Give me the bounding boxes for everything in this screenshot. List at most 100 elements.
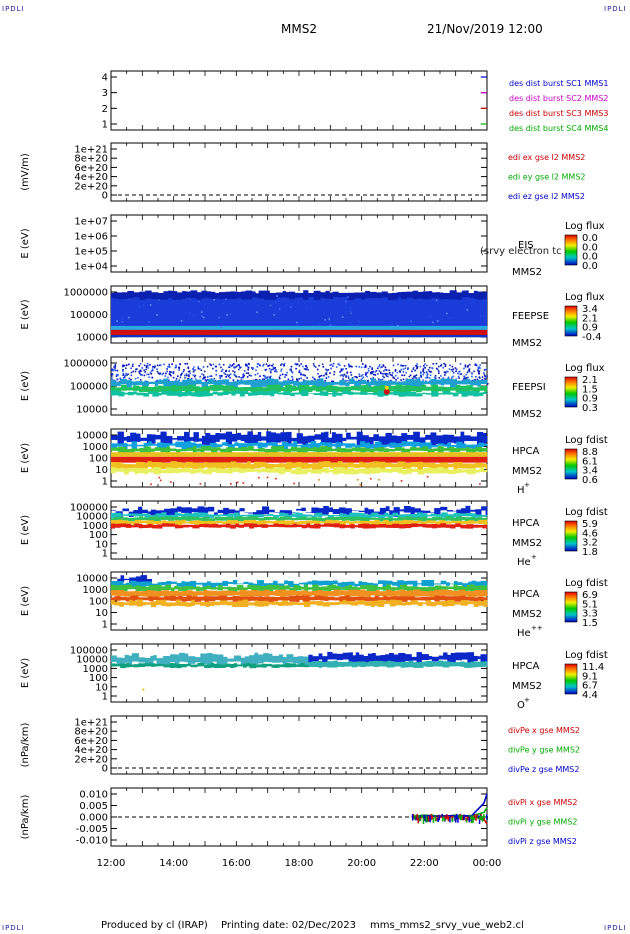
- species-label: O: [517, 700, 525, 711]
- divpi-noise-mark: [478, 816, 481, 820]
- divpi-noise-mark: [446, 814, 448, 820]
- colorbar-tick-label: 1.5: [582, 384, 598, 395]
- colorbar-tick-label: 2.1: [582, 313, 598, 324]
- colorbar-gradient: [564, 448, 578, 480]
- instrument-label: FEEPSE: [512, 311, 549, 322]
- colorbar-title: Log flux: [565, 292, 605, 303]
- legend-entry: divPi y gse MMS2: [508, 818, 577, 827]
- colorbar-tick-label: 0.6: [582, 475, 598, 486]
- divpi-noise-mark: [413, 816, 416, 820]
- panel-hpca-o: [110, 643, 578, 703]
- colorbar-tick-label: 9.1: [582, 671, 598, 682]
- panel-frame: [110, 70, 488, 131]
- legend-entry: divPi z gse MMS2: [508, 837, 577, 846]
- y-tick-label: 1e+21: [74, 718, 108, 729]
- panel-divpe: [110, 715, 488, 775]
- colorbar-tick-label: 5.1: [582, 599, 598, 610]
- panel-eis: [110, 214, 578, 273]
- legend-entry: des dist burst SC4 MMS4: [509, 124, 608, 133]
- y-tick-label: 3: [102, 88, 108, 99]
- colorbar-tick-label: 6.7: [582, 681, 598, 692]
- instrument-label: HPCA: [512, 518, 540, 529]
- y-tick-label: 1: [102, 549, 108, 560]
- colorbar-gradient: [564, 663, 578, 695]
- panel-divpi: [110, 787, 489, 847]
- y-tick-label: 1000000: [63, 288, 108, 299]
- colorbar-tick-label: 0.9: [582, 323, 598, 334]
- y-tick-label: 8e+20: [74, 154, 108, 165]
- corner-label-bottom-left: IPDLI: [2, 924, 25, 932]
- y-tick-label: 0: [102, 764, 108, 775]
- colorbar-tick-label: 1.5: [582, 618, 598, 629]
- divpi-noise-mark: [430, 813, 432, 817]
- divpi-noise-mark: [476, 814, 479, 819]
- divpi-noise-mark: [462, 815, 464, 821]
- footer-printing-date: Printing date: 02/Dec/2023: [221, 920, 357, 931]
- y-tick-label: 100000: [70, 310, 108, 321]
- divpi-noise-mark: [480, 815, 482, 821]
- instrument-label: HPCA: [512, 589, 540, 600]
- y-tick-label: 4e+20: [74, 745, 108, 756]
- y-tick-label: 1e+04: [74, 262, 108, 273]
- divpi-noise-mark: [422, 818, 425, 824]
- colorbar-gradient: [564, 305, 578, 337]
- y-tick-label: 1e+07: [74, 217, 108, 228]
- legend-entry: des dist burst SC2 MMS2: [509, 94, 608, 103]
- y-axis-label: E (eV): [20, 299, 31, 329]
- corner-label-top-right: IPDLI: [604, 5, 627, 13]
- spacecraft-title: MMS2: [281, 22, 317, 36]
- spacecraft-label: MMS2: [512, 338, 542, 349]
- species-charge: +: [531, 553, 537, 561]
- divpi-noise-mark: [436, 818, 438, 821]
- divpi-noise-mark: [441, 815, 444, 822]
- spacecraft-label: MMS2: [512, 409, 542, 420]
- divpi-noise-mark: [432, 818, 435, 824]
- colorbar-tick-label: 6.1: [582, 456, 598, 467]
- colorbar-tick-label: 0.9: [582, 394, 598, 405]
- divpi-noise-mark: [463, 814, 465, 820]
- legend-entry: edi ez gse l2 MMS2: [508, 192, 585, 201]
- divpi-noise-mark: [466, 816, 469, 821]
- divpi-noise-mark: [443, 818, 446, 821]
- colorbar-tick-label: 3.4: [582, 304, 598, 315]
- y-tick-label: 10000: [76, 512, 108, 523]
- colorbar-title: Log fdist: [565, 507, 608, 518]
- legend-entry: divPe z gse MMS2: [508, 765, 579, 774]
- y-tick-label: 1e+21: [74, 145, 108, 156]
- y-tick-label: 10: [95, 465, 108, 476]
- divpi-noise-mark: [455, 813, 458, 820]
- y-tick-label: 100000: [70, 382, 108, 393]
- divpi-noise-mark: [470, 816, 472, 820]
- y-axis-label: (nPa/km): [20, 795, 31, 840]
- y-axis-label: E (eV): [20, 515, 31, 545]
- instrument-label: FEEPSI: [512, 382, 546, 393]
- divpi-noise-mark: [477, 815, 480, 818]
- divpi-noise-mark: [421, 814, 423, 818]
- instrument-label: EIS: [518, 240, 534, 251]
- y-tick-label: 2: [102, 104, 108, 115]
- divpi-noise-mark: [465, 818, 468, 823]
- divpi-noise-mark: [451, 815, 453, 819]
- divpi-noise-mark: [475, 818, 477, 821]
- y-axis-label: E (eV): [20, 371, 31, 401]
- divpi-noise-mark: [431, 815, 434, 819]
- spacecraft-label: MMS2: [512, 681, 542, 692]
- colorbar-title: Log fdist: [565, 650, 608, 661]
- divpi-series-line: [411, 793, 488, 818]
- species-charge: +: [524, 696, 530, 704]
- divpi-noise-mark: [412, 817, 414, 821]
- colorbar-tick-label: 0.0: [582, 242, 598, 253]
- panel-frame: [110, 214, 488, 273]
- y-axis-label: E (eV): [20, 443, 31, 473]
- colorbar-title: Log fdist: [565, 578, 608, 589]
- y-tick-label: 10: [95, 608, 108, 619]
- spacecraft-label: MMS2: [512, 609, 542, 620]
- x-tick-label: 16:00: [222, 858, 251, 869]
- legend-entry: edi ey gse l2 MMS2: [508, 173, 586, 182]
- corner-label-bottom-right: IPDLI: [604, 924, 627, 932]
- panel-frame: [110, 643, 488, 703]
- divpi-noise-mark: [430, 817, 433, 820]
- datetime-title: 21/Nov/2019 12:00: [427, 22, 543, 36]
- spacecraft-label: MMS2: [512, 466, 542, 477]
